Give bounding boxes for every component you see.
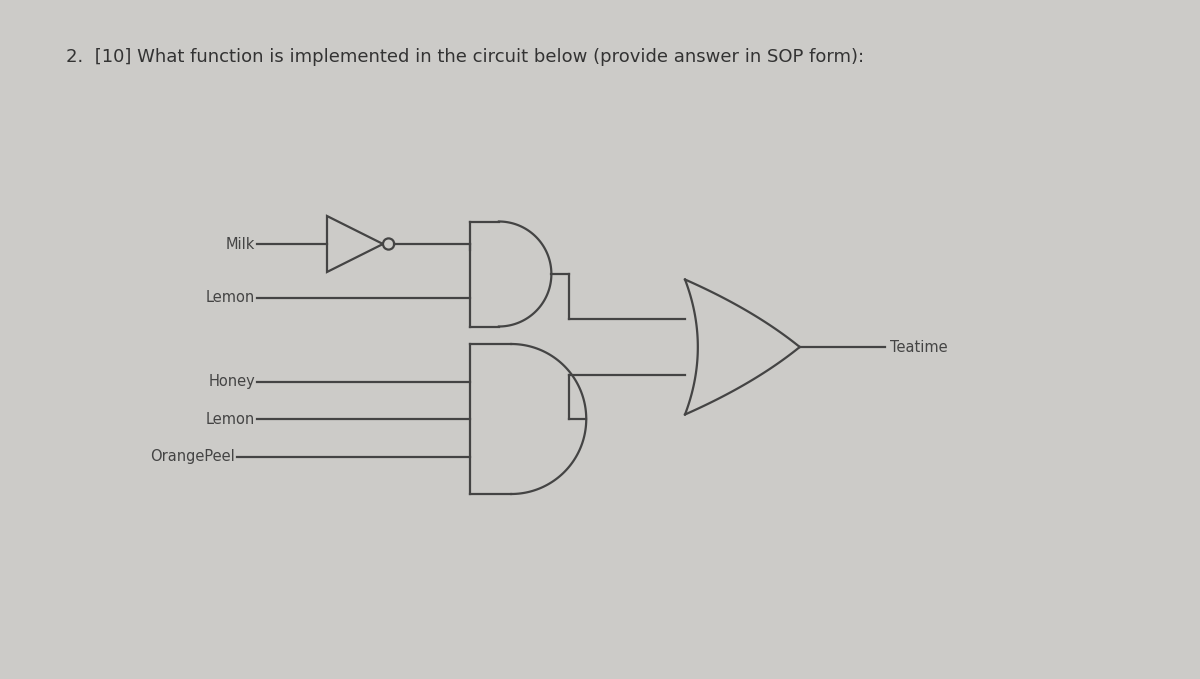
Text: Lemon: Lemon — [205, 290, 254, 305]
Text: 2.  [10] What function is implemented in the circuit below (provide answer in SO: 2. [10] What function is implemented in … — [66, 48, 864, 66]
Text: Milk: Milk — [226, 236, 254, 251]
Text: Lemon: Lemon — [205, 411, 254, 426]
Text: OrangePeel: OrangePeel — [150, 449, 235, 464]
Text: Teatime: Teatime — [889, 340, 947, 354]
Text: Honey: Honey — [209, 374, 254, 389]
